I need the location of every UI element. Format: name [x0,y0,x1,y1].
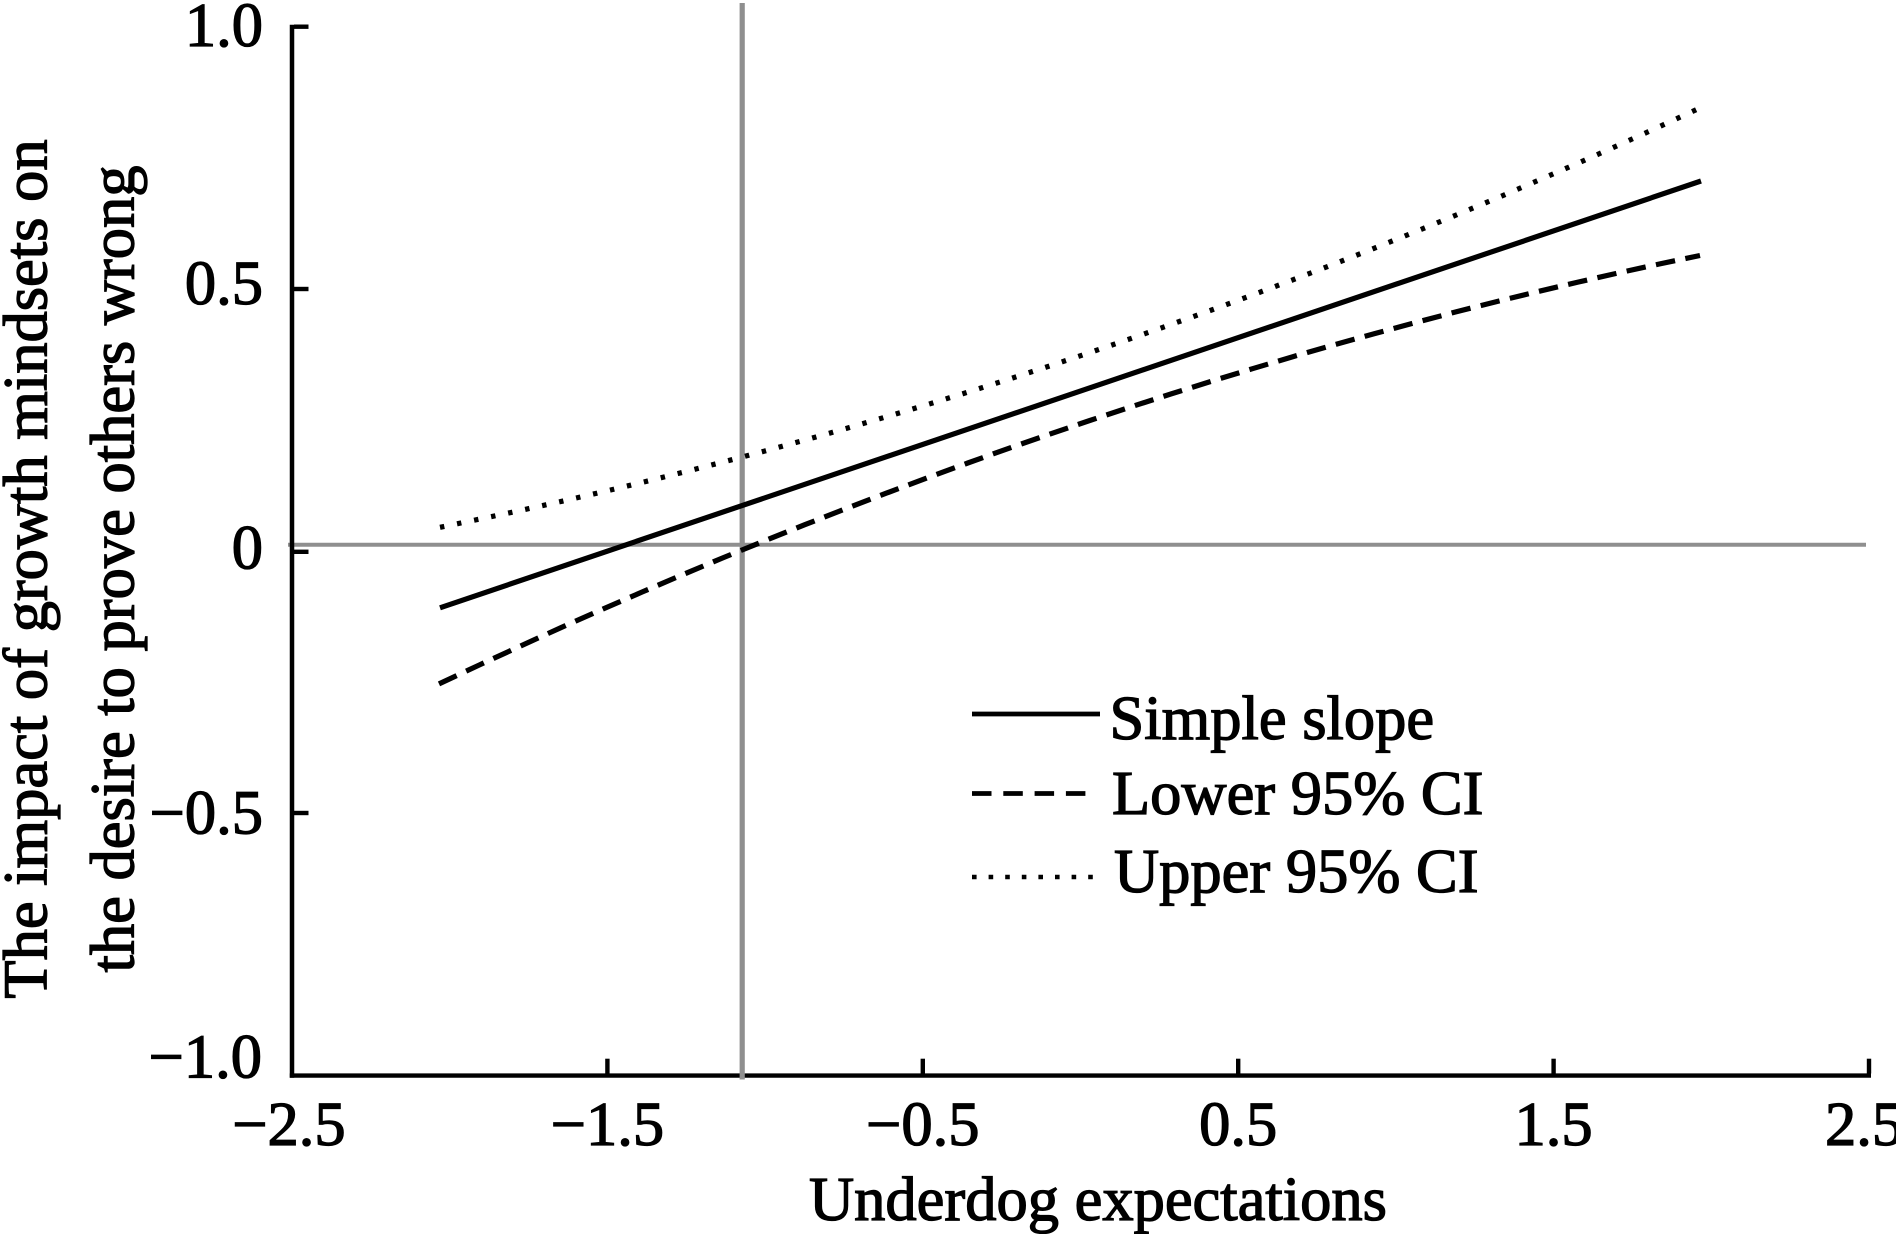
svg-text:Underdog expectations: Underdog expectations [809,1164,1387,1234]
svg-text:0.5: 0.5 [1199,1089,1277,1159]
svg-text:−1.5: −1.5 [551,1089,664,1159]
svg-text:the desire to prove others wro: the desire to prove others wrong [78,165,148,972]
svg-text:0.5: 0.5 [185,248,263,318]
svg-text:2.5: 2.5 [1825,1089,1896,1159]
svg-text:1.5: 1.5 [1515,1089,1593,1159]
svg-text:1.0: 1.0 [185,0,263,60]
svg-text:−2.5: −2.5 [232,1089,345,1159]
svg-text:The impact of growth mindsets: The impact of growth mindsets on [0,139,61,998]
svg-text:Upper 95% CI: Upper 95% CI [1114,836,1479,906]
svg-text:−0.5: −0.5 [150,778,263,848]
svg-text:0: 0 [232,513,263,583]
svg-text:Lower 95% CI: Lower 95% CI [1112,758,1483,828]
svg-text:−0.5: −0.5 [866,1089,979,1159]
svg-text:−1.0: −1.0 [149,1022,262,1092]
svg-text:Simple slope: Simple slope [1110,683,1435,753]
